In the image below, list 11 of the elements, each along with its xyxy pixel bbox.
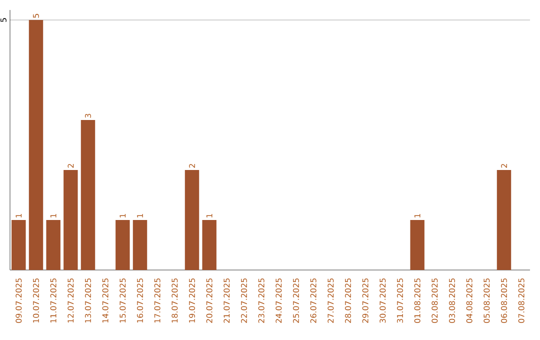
bar xyxy=(116,220,130,270)
bar xyxy=(80,120,96,270)
bar xyxy=(46,220,60,270)
bar xyxy=(28,20,44,270)
bar xyxy=(410,220,424,270)
bar xyxy=(202,220,216,270)
bar xyxy=(12,220,26,270)
bar xyxy=(64,170,78,270)
bar xyxy=(496,170,512,270)
bar xyxy=(184,170,200,270)
bar xyxy=(132,220,148,270)
